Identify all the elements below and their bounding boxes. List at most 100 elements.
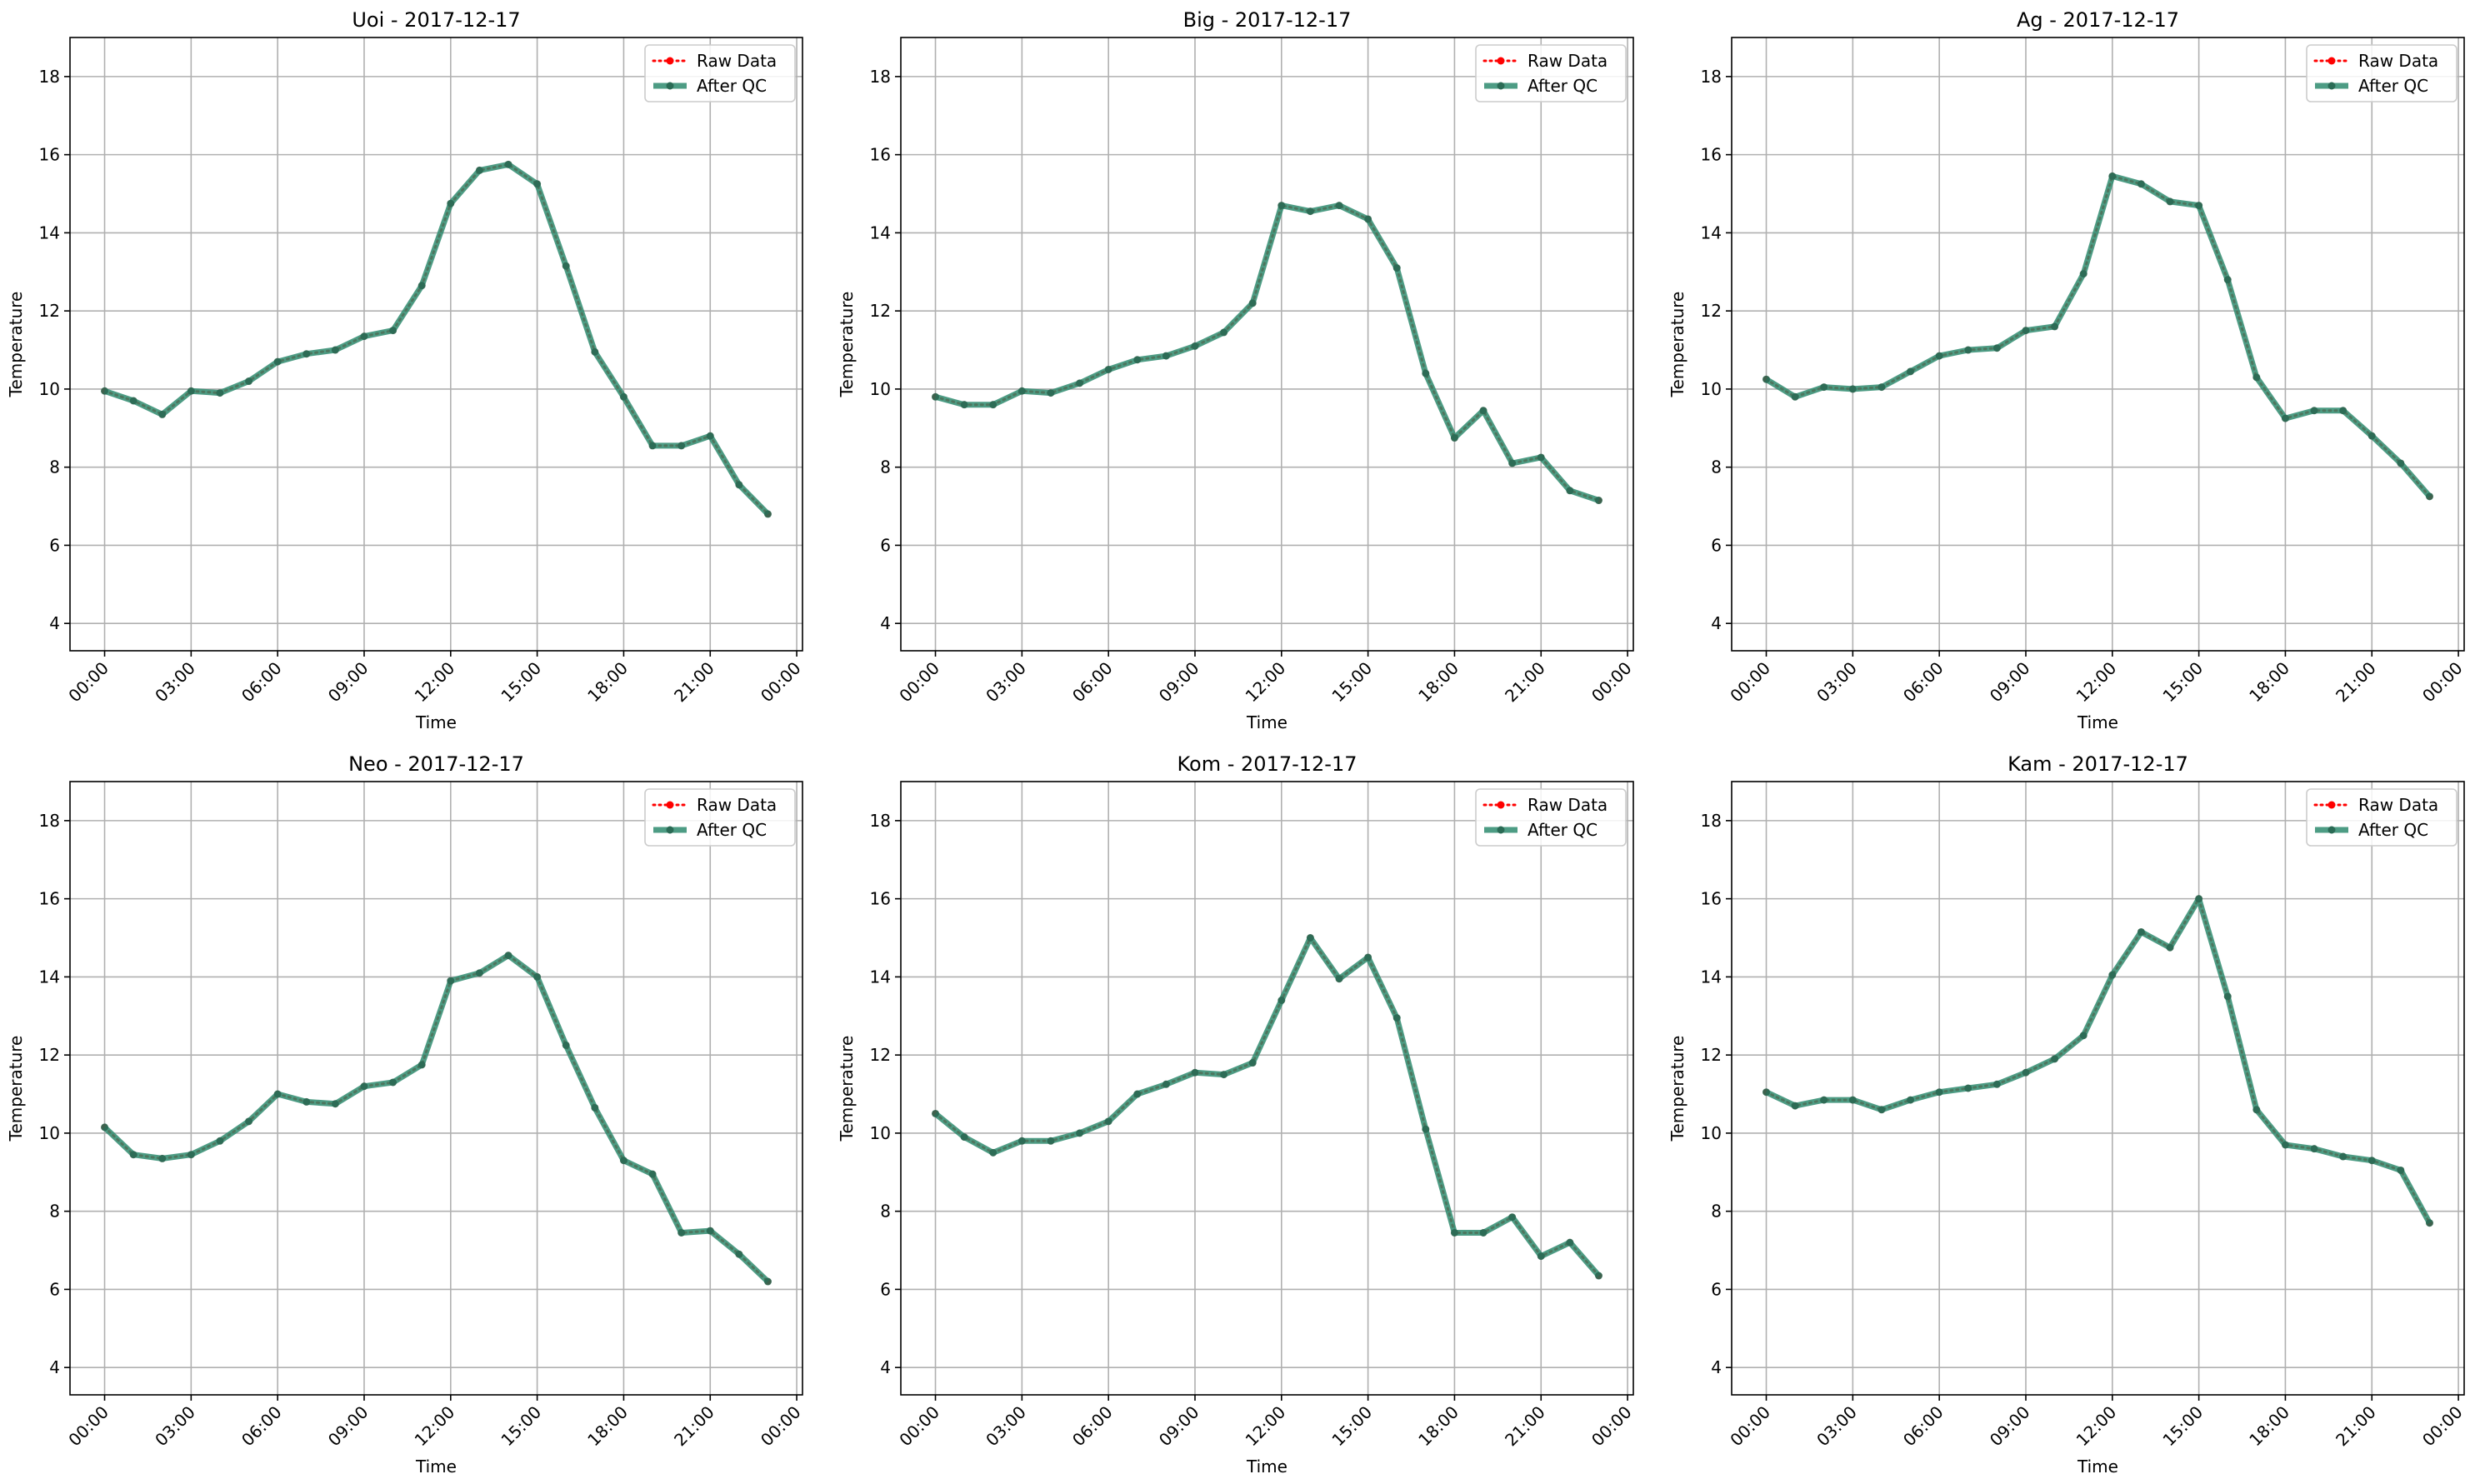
data-point-qc	[1047, 1137, 1055, 1145]
legend-marker-raw	[2328, 57, 2336, 65]
data-point-qc	[1248, 1059, 1257, 1067]
x-tick-label: 21:00	[2332, 658, 2380, 707]
data-point-qc	[1162, 1080, 1170, 1088]
y-tick-label: 12	[39, 301, 60, 321]
data-point-qc	[418, 1061, 426, 1069]
y-tick-label: 18	[1701, 811, 1722, 831]
data-point-qc	[158, 410, 167, 418]
data-point-qc	[2051, 1055, 2059, 1063]
data-point-qc	[1479, 407, 1488, 415]
data-point-qc	[1076, 1129, 1084, 1137]
data-point-qc	[360, 1082, 368, 1091]
data-point-qc	[2137, 180, 2145, 188]
y-tick-label: 8	[880, 457, 891, 477]
y-tick-label: 10	[1701, 379, 1722, 399]
legend-label-qc: After QC	[1528, 820, 1598, 840]
data-point-qc	[2223, 276, 2232, 284]
x-tick-label: 00:00	[757, 1402, 805, 1451]
data-point-qc	[187, 1151, 195, 1159]
legend-label-raw: Raw Data	[697, 795, 777, 815]
series-line-after-qc	[102, 952, 770, 1284]
data-point-qc	[1820, 383, 1828, 392]
x-tick-label: 03:00	[1812, 1402, 1861, 1451]
data-point-qc	[1306, 207, 1314, 216]
x-tick-label: 12:00	[2072, 658, 2121, 707]
legend: Raw Data After QC	[644, 788, 796, 847]
data-point-qc	[302, 1097, 311, 1106]
x-axis-label: Time	[2077, 712, 2118, 732]
data-point-qc	[447, 199, 455, 207]
x-tick-label: 21:00	[670, 658, 718, 707]
x-tick-label: 18:00	[583, 658, 632, 707]
legend-marker-raw	[666, 57, 674, 65]
chart-panel-3: 4 6 8 10 12 14 16 18 00:00 03:00 06:00 09:00 12:00 15…	[1668, 8, 2467, 732]
data-point-qc	[1018, 387, 1026, 395]
data-point-qc	[1364, 215, 1372, 223]
data-point-qc	[504, 952, 512, 960]
legend-marker-qc	[2328, 82, 2336, 90]
data-point-qc	[1594, 1272, 1602, 1280]
data-point-qc	[1104, 1117, 1112, 1126]
data-point-qc	[1104, 365, 1112, 373]
y-tick-label: 18	[39, 67, 60, 87]
x-tick-label: 12:00	[2072, 1402, 2121, 1451]
y-tick-label: 12	[1701, 1045, 1722, 1065]
data-point-qc	[562, 262, 570, 270]
data-point-qc	[1364, 953, 1372, 962]
plot-frame	[69, 37, 803, 652]
data-point-qc	[331, 1100, 339, 1108]
data-point-qc	[2368, 1157, 2376, 1165]
x-tick-label: 15:00	[1328, 1402, 1376, 1451]
x-tick-label: 21:00	[670, 1402, 718, 1451]
y-tick-label: 18	[39, 811, 60, 831]
data-point-qc	[1278, 997, 1286, 1005]
y-axis-label: Temperature	[837, 1036, 857, 1142]
y-tick-label: 6	[880, 1279, 891, 1299]
data-point-qc	[447, 977, 455, 985]
data-point-qc	[591, 1103, 599, 1112]
plot-frame	[900, 781, 1634, 1396]
y-tick-label: 6	[1711, 535, 1722, 555]
x-tick-label: 03:00	[151, 658, 199, 707]
y-tick-label: 4	[1711, 613, 1722, 633]
x-tick-label: 03:00	[1812, 658, 1861, 707]
legend-marker-raw	[1497, 801, 1505, 809]
legend-label-raw: Raw Data	[697, 51, 777, 71]
legend-marker-qc	[2328, 826, 2336, 834]
x-axis-label: Time	[415, 712, 457, 732]
legend-marker-qc	[666, 826, 674, 834]
data-point-qc	[763, 1277, 772, 1286]
x-tick-label: 21:00	[2332, 1402, 2380, 1451]
data-point-qc	[2022, 327, 2030, 335]
data-point-qc	[1964, 346, 1972, 354]
data-point-qc	[1907, 367, 1915, 376]
legend-label-raw: Raw Data	[1528, 51, 1608, 71]
data-point-qc	[1076, 379, 1084, 387]
data-point-qc	[678, 1228, 686, 1237]
y-tick-label: 14	[39, 222, 60, 242]
data-point-qc	[245, 1117, 253, 1126]
data-point-qc	[648, 1170, 657, 1178]
x-tick-label: 09:00	[324, 1402, 372, 1451]
y-tick-label: 4	[1711, 1357, 1722, 1377]
data-point-qc	[735, 1250, 743, 1258]
x-tick-label: 00:00	[1726, 658, 1774, 707]
data-point-qc	[101, 1123, 109, 1132]
x-tick-label: 00:00	[1588, 1402, 1636, 1451]
data-point-qc	[2252, 373, 2261, 382]
y-tick-label: 4	[49, 613, 60, 633]
legend-label-raw: Raw Data	[2358, 51, 2438, 71]
data-point-qc	[2079, 1032, 2088, 1040]
data-point-qc	[562, 1041, 570, 1049]
data-point-qc	[1018, 1137, 1026, 1145]
legend-label-qc: After QC	[2358, 820, 2428, 840]
x-tick-label: 03:00	[982, 658, 1030, 707]
x-tick-label: 12:00	[1242, 1402, 1290, 1451]
y-tick-label: 8	[1711, 1202, 1722, 1222]
data-point-qc	[2310, 407, 2318, 415]
x-tick-label: 09:00	[1986, 658, 2034, 707]
y-tick-label: 8	[49, 457, 60, 477]
chart-title: Ag - 2017-12-17	[2017, 8, 2179, 32]
data-point-qc	[1450, 1228, 1458, 1237]
y-tick-label: 6	[1711, 1279, 1722, 1299]
